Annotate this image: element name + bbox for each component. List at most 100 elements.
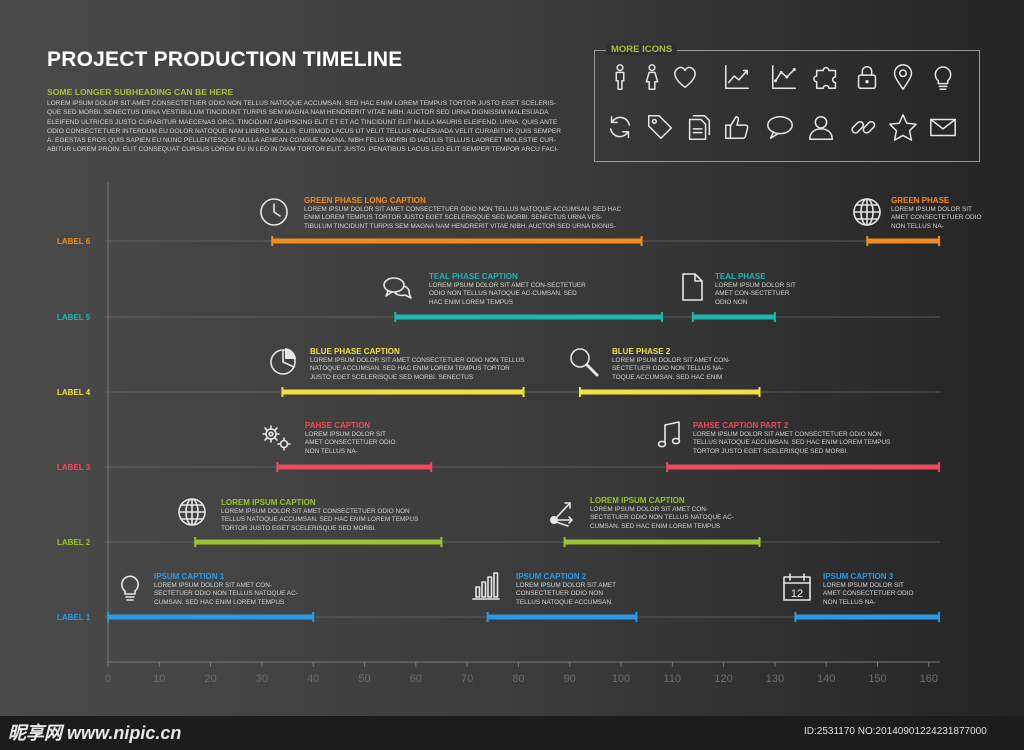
timeline-bar: [667, 464, 940, 470]
star-icon: [888, 112, 918, 142]
lightbulb-icon: [928, 62, 958, 92]
lightbulb-icon: [114, 571, 146, 603]
scatter-chart-icon: [769, 62, 799, 92]
bar-end-cap: [938, 236, 941, 246]
caption-text: LOREM IPSUM DOLOR SIT AMET CON-SECTETUER…: [429, 282, 586, 306]
bar-end-cap: [640, 236, 643, 246]
globe-icon: [851, 196, 883, 228]
bar-end-cap: [691, 312, 694, 322]
bar-end-cap: [563, 537, 566, 547]
more-icons-panel: [594, 50, 980, 162]
x-tick-label: 50: [358, 673, 370, 685]
timeline-bar: [487, 614, 637, 620]
row-label: LABEL 6: [57, 237, 91, 246]
x-tick-label: 120: [714, 673, 732, 685]
caption-title: TEAL PHASE: [715, 272, 766, 281]
bar-end-cap: [773, 312, 776, 322]
caption-title: IPSUM CAPTION 2: [516, 572, 587, 581]
caption-title: IPSUM CAPTION 1: [154, 572, 225, 581]
lock-icon: [852, 62, 882, 92]
bar-end-cap: [440, 537, 443, 547]
calendar-icon: 12: [781, 571, 813, 603]
refresh-icon: [605, 112, 635, 142]
caption-title: PAHSE CAPTION PART 2: [693, 421, 789, 430]
bar-end-cap: [758, 387, 761, 397]
timeline-bar: [395, 314, 663, 320]
row-label: LABEL 5: [57, 313, 91, 322]
caption-title: TEAL PHASE CAPTION: [429, 272, 518, 281]
caption-text: LOREM IPSUM DOLOR SIT AMET CONSECTETUER …: [221, 508, 419, 532]
bar-end-cap: [522, 387, 525, 397]
timeline-chart: 0 10 20 30 40 50 60 70 80 90 100 110 120 130 140 150 160…: [57, 182, 941, 685]
row-label: LABEL 2: [57, 538, 91, 547]
row-label: LABEL 3: [57, 463, 91, 472]
bar-end-cap: [486, 612, 489, 622]
caption-title: PAHSE CAPTION: [305, 421, 371, 430]
calendar-day-text: 12: [791, 588, 803, 600]
line-chart-icon: [722, 62, 752, 92]
caption-title: IPSUM CAPTION 3: [823, 572, 894, 581]
documents-icon: [684, 112, 714, 142]
timeline-bar: [277, 464, 432, 470]
thumbs-up-icon: [722, 112, 752, 142]
watermark-bar: [0, 716, 1024, 750]
page-title: PROJECT PRODUCTION TIMELINE: [47, 48, 403, 71]
caption-text: LOREM IPSUM DOLOR SIT AMET CON-SECTETUER…: [590, 506, 734, 530]
caption-text: LOREM IPSUM DOLOR SIT AMET CON-SECTETUER…: [612, 357, 731, 381]
speech-bubble-icon: [765, 112, 795, 142]
bar-end-cap: [281, 387, 284, 397]
bar-end-cap: [312, 612, 315, 622]
x-tick-label: 110: [664, 673, 682, 685]
music-note-icon: [653, 419, 685, 451]
caption-text: LOREM IPSUM DOLOR SIT AMET CONSECTETUER …: [304, 206, 622, 230]
caption-text: LOREM IPSUM DOLOR SIT AMET CONSECTETUER …: [891, 206, 982, 230]
caption-title: GREEN PHASE LONG CAPTION: [304, 196, 426, 205]
male-icon: [605, 62, 635, 92]
caption-title: LOREM IPSUM CAPTION: [590, 496, 685, 505]
caption-text: LOREM IPSUM DOLOR SIT AMET CON-SECTETUER…: [715, 282, 796, 306]
bar-end-cap: [794, 612, 797, 622]
bar-end-cap: [661, 312, 664, 322]
timeline-bar: [108, 614, 314, 620]
timeline-bar: [272, 238, 642, 244]
caption-text: LOREM IPSUM DOLOR SIT AMET CONSECTETUER …: [693, 431, 891, 455]
chat-icon: [381, 272, 413, 304]
x-tick-label: 60: [410, 673, 422, 685]
x-tick-label: 130: [766, 673, 784, 685]
bar-end-cap: [271, 236, 274, 246]
caption-text: LOREM IPSUM DOLOR SIT AMET CONSECTETUER …: [516, 582, 616, 606]
timeline-bar: [579, 389, 760, 395]
bar-end-cap: [866, 236, 869, 246]
gears-icon: [260, 421, 292, 453]
bar-end-cap: [666, 462, 669, 472]
x-tick-label: 0: [105, 673, 111, 685]
clock-icon: [258, 196, 290, 228]
x-tick-label: 90: [564, 673, 576, 685]
x-tick-label: 80: [512, 673, 524, 685]
caption-text: LOREM IPSUM DOLOR SIT AMET CON-SECTETUER…: [154, 582, 298, 606]
x-tick-label: 150: [868, 673, 886, 685]
caption-title: BLUE PHASE CAPTION: [310, 347, 400, 356]
tag-icon: [645, 112, 675, 142]
bar-chart-icon: [470, 570, 502, 602]
user-icon: [806, 112, 836, 142]
x-tick-label: 30: [256, 673, 268, 685]
timeline-bar: [867, 238, 940, 244]
chain-link-icon: [848, 112, 878, 142]
heart-icon: [670, 62, 700, 92]
caption-text: LOREM IPSUM DOLOR SIT AMET CONSECTETUER …: [823, 582, 914, 606]
timeline-bar: [282, 389, 524, 395]
globe-icon: [176, 496, 208, 528]
x-tick-label: 40: [307, 673, 319, 685]
more-icons-title: MORE ICONS: [606, 44, 678, 55]
bar-end-cap: [276, 462, 279, 472]
timeline-bar: [195, 539, 442, 545]
timeline-bar: [692, 314, 775, 320]
bar-end-cap: [107, 612, 109, 622]
bar-end-cap: [758, 537, 761, 547]
document-icon: [676, 271, 708, 303]
x-tick-label: 140: [817, 673, 835, 685]
map-pin-icon: [888, 62, 918, 92]
envelope-icon: [928, 112, 958, 142]
female-icon: [637, 62, 667, 92]
